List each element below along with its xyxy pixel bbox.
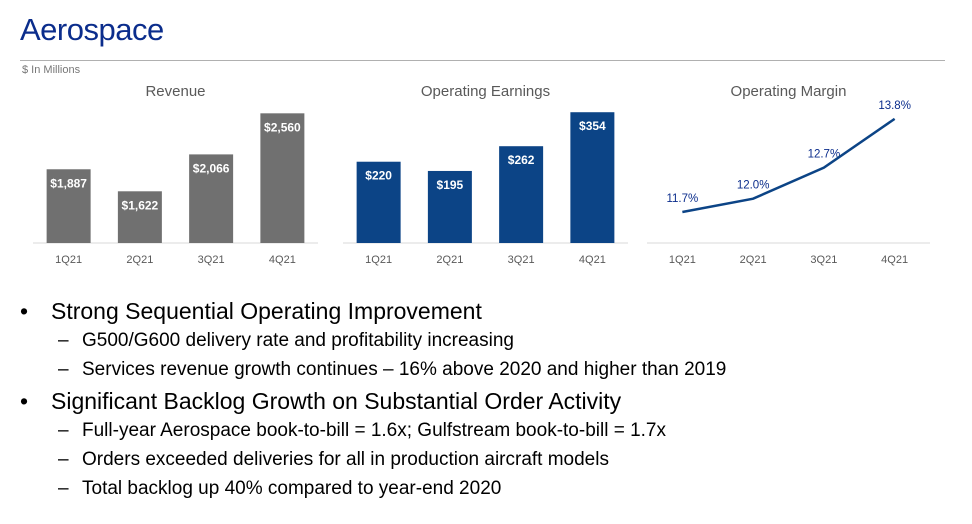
dash: – bbox=[58, 359, 69, 380]
x-tick-label: 3Q21 bbox=[508, 254, 535, 266]
x-tick-label: 4Q21 bbox=[269, 254, 296, 266]
chart-title: Operating Earnings bbox=[421, 83, 550, 100]
x-tick-label: 4Q21 bbox=[881, 254, 908, 266]
x-tick-label: 3Q21 bbox=[198, 254, 225, 266]
sub-bullet-text: Total backlog up 40% compared to year-en… bbox=[82, 478, 502, 499]
data-label: $195 bbox=[437, 178, 464, 192]
bar bbox=[46, 169, 91, 243]
sub-bullet: – Full-year Aerospace book-to-bill = 1.6x… bbox=[20, 420, 726, 449]
x-tick-label: 3Q21 bbox=[810, 254, 837, 266]
dash: – bbox=[58, 420, 69, 441]
bar bbox=[260, 113, 305, 243]
bullet-list: Strong Sequential Operating Improvement … bbox=[20, 298, 726, 507]
x-tick-label: 4Q21 bbox=[579, 254, 606, 266]
bullet: Significant Backlog Growth on Substantia… bbox=[20, 388, 726, 420]
sub-bullet-text: Services revenue growth continues – 16% … bbox=[82, 359, 727, 380]
bullet: Strong Sequential Operating Improvement bbox=[20, 298, 726, 330]
chart-title: Revenue bbox=[145, 83, 205, 100]
charts: Revenue 1Q21 $1,887 2Q21 $1,622 3Q21 $2,066 4Q2… bbox=[33, 83, 930, 266]
x-tick-label: 1Q21 bbox=[669, 254, 696, 266]
chart-title: Operating Margin bbox=[731, 83, 847, 100]
x-tick-label: 2Q21 bbox=[126, 254, 153, 266]
sub-bullet: – Orders exceeded deliveries for all in p… bbox=[20, 449, 726, 478]
sub-bullet: – G500/G600 delivery rate and profitabili… bbox=[20, 330, 726, 359]
data-label: $262 bbox=[508, 153, 535, 167]
bar bbox=[427, 170, 472, 243]
margin-line bbox=[682, 117, 896, 214]
sub-bullet-text: Full-year Aerospace book-to-bill = 1.6x;… bbox=[82, 420, 666, 441]
sub-bullet-text: Orders exceeded deliveries for all in pr… bbox=[82, 449, 609, 470]
bar bbox=[570, 112, 615, 243]
data-label: 12.7% bbox=[808, 149, 841, 161]
title-divider bbox=[20, 60, 945, 61]
data-label: 11.7% bbox=[666, 193, 698, 205]
bar bbox=[499, 146, 544, 243]
data-label: 13.8% bbox=[878, 100, 911, 112]
data-label: $1,622 bbox=[122, 198, 159, 212]
data-label: $354 bbox=[579, 119, 606, 133]
dash: – bbox=[58, 330, 69, 351]
sub-bullet: – Services revenue growth continues – 16%… bbox=[20, 359, 726, 388]
data-label: $2,066 bbox=[193, 161, 230, 175]
data-label: $1,887 bbox=[50, 176, 87, 190]
x-tick-label: 2Q21 bbox=[740, 254, 767, 266]
sub-bullet: – Total backlog up 40% compared to year-e… bbox=[20, 478, 726, 507]
bar bbox=[189, 154, 234, 243]
dash: – bbox=[58, 449, 69, 470]
dash: – bbox=[58, 478, 69, 499]
bar bbox=[356, 161, 401, 243]
x-tick-label: 1Q21 bbox=[365, 254, 392, 266]
units-note: $ In Millions bbox=[22, 64, 81, 76]
x-tick-label: 1Q21 bbox=[55, 254, 82, 266]
bar bbox=[117, 191, 162, 243]
x-tick-label: 2Q21 bbox=[436, 254, 463, 266]
data-label: $2,560 bbox=[264, 120, 301, 134]
page-title: Aerospace bbox=[20, 12, 164, 47]
data-label: $220 bbox=[365, 169, 392, 183]
sub-bullet-text: G500/G600 delivery rate and profitabilit… bbox=[82, 330, 514, 351]
data-label: 12.0% bbox=[737, 180, 770, 192]
